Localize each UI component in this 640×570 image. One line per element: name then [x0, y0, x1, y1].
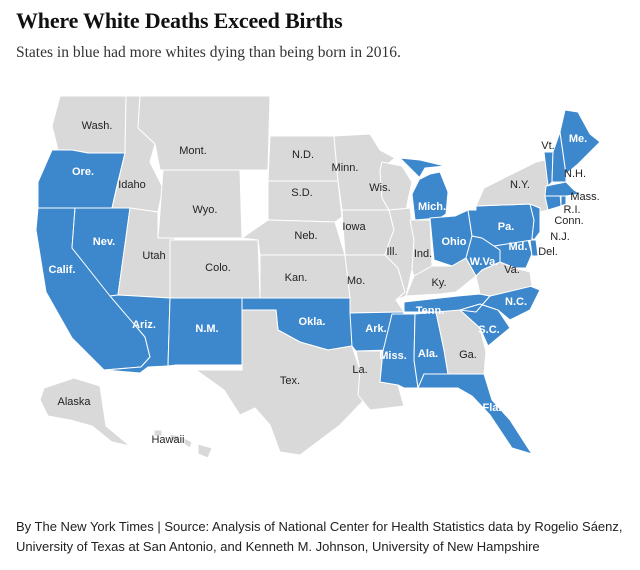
state-mt	[137, 95, 271, 171]
state-label-az: Ariz.	[132, 319, 156, 331]
state-wy	[157, 169, 243, 239]
state-label-ar: Ark.	[365, 323, 386, 335]
state-label-ok: Okla.	[299, 316, 326, 328]
state-label-wy: Wyo.	[193, 204, 218, 216]
state-ak	[39, 377, 131, 447]
map-title: Where White Deaths Exceed Births	[16, 8, 343, 33]
state-label-fl: Fla.	[483, 402, 502, 414]
state-label-ne: Neb.	[294, 230, 317, 242]
state-fl	[417, 373, 533, 455]
state-label-ut: Utah	[142, 250, 165, 262]
state-label-sd: S.D.	[291, 187, 312, 199]
state-label-id: Idaho	[118, 179, 146, 191]
us-map-svg: Wash. Ore. Calif. Nev. Idaho Mont. Wyo. Utah Col…	[35, 95, 601, 459]
state-sd	[267, 180, 343, 223]
state-label-ks: Kan.	[285, 272, 308, 284]
state-nh	[551, 131, 567, 183]
state-label-nh: N.H.	[564, 168, 586, 180]
state-label-mn: Minn.	[332, 162, 359, 174]
state-label-nj: N.J.	[550, 231, 570, 243]
state-label-ny: N.Y.	[510, 179, 530, 191]
state-nm	[167, 297, 243, 367]
state-label-mo: Mo.	[347, 275, 365, 287]
state-label-ca: Calif.	[49, 264, 76, 276]
state-label-ct: Conn.	[554, 215, 583, 227]
state-label-wi: Wis.	[369, 182, 390, 194]
state-label-mi: Mich.	[418, 201, 446, 213]
state-label-me: Me.	[569, 133, 587, 145]
state-label-ga: Ga.	[459, 349, 477, 361]
state-label-ky: Ky.	[431, 277, 446, 289]
state-label-nm: N.M.	[195, 323, 218, 335]
state-label-in: Ind.	[414, 248, 432, 260]
state-label-mt: Mont.	[179, 145, 207, 157]
state-label-ms: Miss.	[379, 350, 407, 362]
state-label-ri: R.I.	[563, 204, 580, 216]
state-label-nd: N.D.	[292, 149, 314, 161]
state-label-ak: Alaska	[57, 396, 91, 408]
state-label-or: Ore.	[72, 166, 94, 178]
state-md	[493, 239, 533, 269]
state-de	[529, 239, 539, 257]
state-label-co: Colo.	[205, 262, 231, 274]
source-credit: By The New York Times | Source: Analysis…	[16, 519, 623, 554]
state-tx	[195, 309, 365, 456]
state-label-al: Ala.	[418, 348, 438, 360]
state-label-va: Va.	[504, 264, 520, 276]
us-map: Wash. Ore. Calif. Nev. Idaho Mont. Wyo. Utah Col…	[0, 70, 640, 510]
map-subtitle: States in blue had more whites dying tha…	[16, 44, 401, 61]
state-label-de: Del.	[538, 246, 558, 258]
state-label-hi: Hawaii	[151, 434, 184, 446]
state-label-ia: Iowa	[342, 221, 366, 233]
state-label-md: Md.	[509, 241, 528, 253]
state-label-nc: N.C.	[505, 296, 527, 308]
state-me	[559, 109, 601, 175]
state-or	[37, 149, 126, 209]
state-label-tn: Tenn.	[416, 305, 445, 317]
state-mi	[399, 157, 449, 221]
state-label-wa: Wash.	[82, 120, 113, 132]
state-label-sc: S.C.	[478, 324, 499, 336]
state-label-nv: Nev.	[93, 236, 115, 248]
state-label-tx: Tex.	[280, 375, 300, 387]
state-label-pa: Pa.	[498, 221, 515, 233]
state-label-ma: Mass.	[570, 191, 599, 203]
state-label-il: Ill.	[387, 246, 398, 258]
state-label-vt: Vt.	[541, 140, 554, 152]
state-label-la: La.	[352, 364, 367, 376]
state-hi	[153, 429, 213, 459]
state-label-oh: Ohio	[441, 236, 466, 248]
state-label-wv: W.Va.	[470, 256, 499, 268]
